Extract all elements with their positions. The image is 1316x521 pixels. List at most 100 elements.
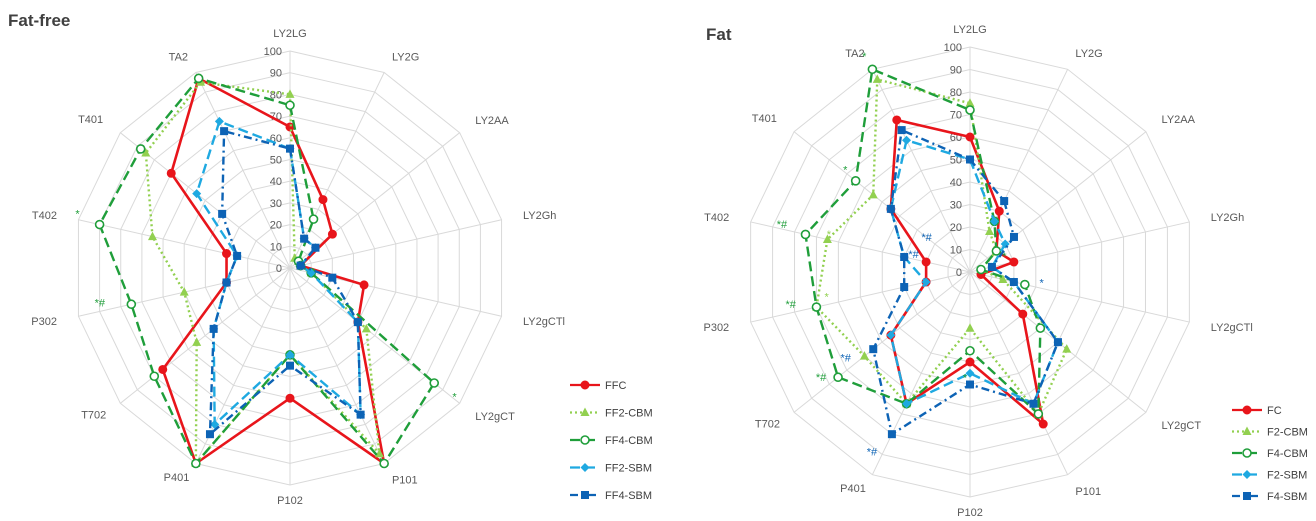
r-tick-label: 0 xyxy=(956,267,962,279)
data-point xyxy=(966,155,974,164)
axis-label: LY2AA xyxy=(1162,114,1196,126)
data-point xyxy=(429,378,440,388)
r-tick-label: 10 xyxy=(950,245,962,257)
significance-mark: *# xyxy=(785,299,796,311)
data-point xyxy=(166,168,176,178)
grid-spoke xyxy=(969,271,1069,475)
legend-marker xyxy=(580,435,590,445)
data-point xyxy=(965,323,975,332)
data-point xyxy=(965,132,975,142)
legend-label: F4-CBM xyxy=(1267,448,1308,460)
significance-mark: * xyxy=(452,391,457,403)
data-point xyxy=(966,380,974,389)
grid-spoke xyxy=(289,267,385,464)
legend-marker xyxy=(581,491,589,499)
r-tick-label: 50 xyxy=(270,155,282,167)
r-tick-label: 90 xyxy=(950,65,962,77)
data-point xyxy=(222,278,231,287)
data-point xyxy=(356,410,365,419)
data-point xyxy=(147,231,157,241)
axis-label: P101 xyxy=(392,475,418,487)
data-point xyxy=(1009,257,1019,267)
data-point xyxy=(897,126,906,135)
fat-free-title: Fat-free xyxy=(8,11,70,30)
data-point xyxy=(318,195,328,205)
r-tick-label: 50 xyxy=(950,155,962,167)
data-point xyxy=(1000,197,1009,206)
data-point xyxy=(822,234,832,243)
axis-label: LY2G xyxy=(1075,48,1102,60)
axis-label: P102 xyxy=(277,495,303,507)
data-point xyxy=(965,98,975,107)
legend-marker xyxy=(580,407,590,416)
significance-mark: * xyxy=(827,229,832,241)
fat-free-radar-panel: Fat-free 0102030405060708090100LY2LGLY2G… xyxy=(8,11,653,507)
data-point xyxy=(921,257,931,267)
data-point xyxy=(976,264,986,275)
series-ff4-sbm xyxy=(205,127,365,439)
grid-spoke xyxy=(289,219,502,269)
data-point xyxy=(1009,278,1018,287)
axis-label: P102 xyxy=(957,507,983,519)
axis-label: LY2LG xyxy=(273,28,306,40)
data-point xyxy=(991,246,1002,256)
data-point xyxy=(191,458,201,469)
data-point xyxy=(1020,279,1030,290)
data-point xyxy=(859,351,869,360)
data-point xyxy=(285,350,295,360)
axis-label: P101 xyxy=(1075,486,1101,498)
significance-mark: * xyxy=(843,165,848,177)
significance-mark: * xyxy=(75,209,80,221)
grid-spoke xyxy=(195,72,291,269)
data-point xyxy=(887,430,896,439)
grid-spoke xyxy=(289,267,502,317)
data-point xyxy=(374,448,384,458)
legend-label: FC xyxy=(1267,405,1282,417)
axis-label: LY2gCT xyxy=(475,411,515,423)
data-point xyxy=(205,430,214,439)
data-point xyxy=(902,135,912,145)
series-line xyxy=(815,77,1069,417)
r-tick-label: 100 xyxy=(264,46,282,58)
axis-label: P302 xyxy=(31,316,57,328)
data-point xyxy=(965,368,975,378)
grid-spoke xyxy=(750,221,971,273)
data-point xyxy=(327,229,337,239)
data-point xyxy=(800,229,811,240)
data-point xyxy=(285,393,295,403)
series-ff4-cbm xyxy=(94,73,440,469)
data-point xyxy=(192,337,202,346)
significance-mark: *# xyxy=(921,232,932,244)
data-point xyxy=(285,100,295,111)
legend-marker xyxy=(580,380,590,390)
data-point xyxy=(987,262,996,271)
r-tick-label: 20 xyxy=(270,220,282,232)
data-point xyxy=(965,357,975,367)
legend-marker xyxy=(1242,470,1252,479)
legend: FC F2-CBM F4-CBM F2-SBM F4-SBM xyxy=(1232,405,1308,503)
r-tick-label: 40 xyxy=(950,177,962,189)
significance-mark: *# xyxy=(867,447,878,459)
series-line xyxy=(208,129,362,437)
axis-label: P302 xyxy=(703,322,729,334)
series-f4-cbm xyxy=(800,64,1046,419)
data-point xyxy=(994,206,1004,216)
data-point xyxy=(868,189,878,199)
axis-label: LY2AA xyxy=(475,115,509,127)
data-point xyxy=(192,189,202,199)
data-point xyxy=(285,89,295,98)
grid-spoke xyxy=(871,69,971,273)
data-point xyxy=(965,345,975,356)
data-point xyxy=(1062,344,1072,353)
data-point xyxy=(872,74,882,83)
data-point xyxy=(811,302,822,312)
significance-mark: *# xyxy=(908,249,919,261)
grid-spoke xyxy=(969,69,1069,273)
axis-label: P401 xyxy=(164,472,190,484)
axis-label: LY2gCTl xyxy=(523,316,565,328)
r-tick-label: 80 xyxy=(950,87,962,99)
data-point xyxy=(998,274,1008,284)
r-tick-label: 20 xyxy=(950,222,962,234)
legend-marker xyxy=(1243,492,1251,500)
